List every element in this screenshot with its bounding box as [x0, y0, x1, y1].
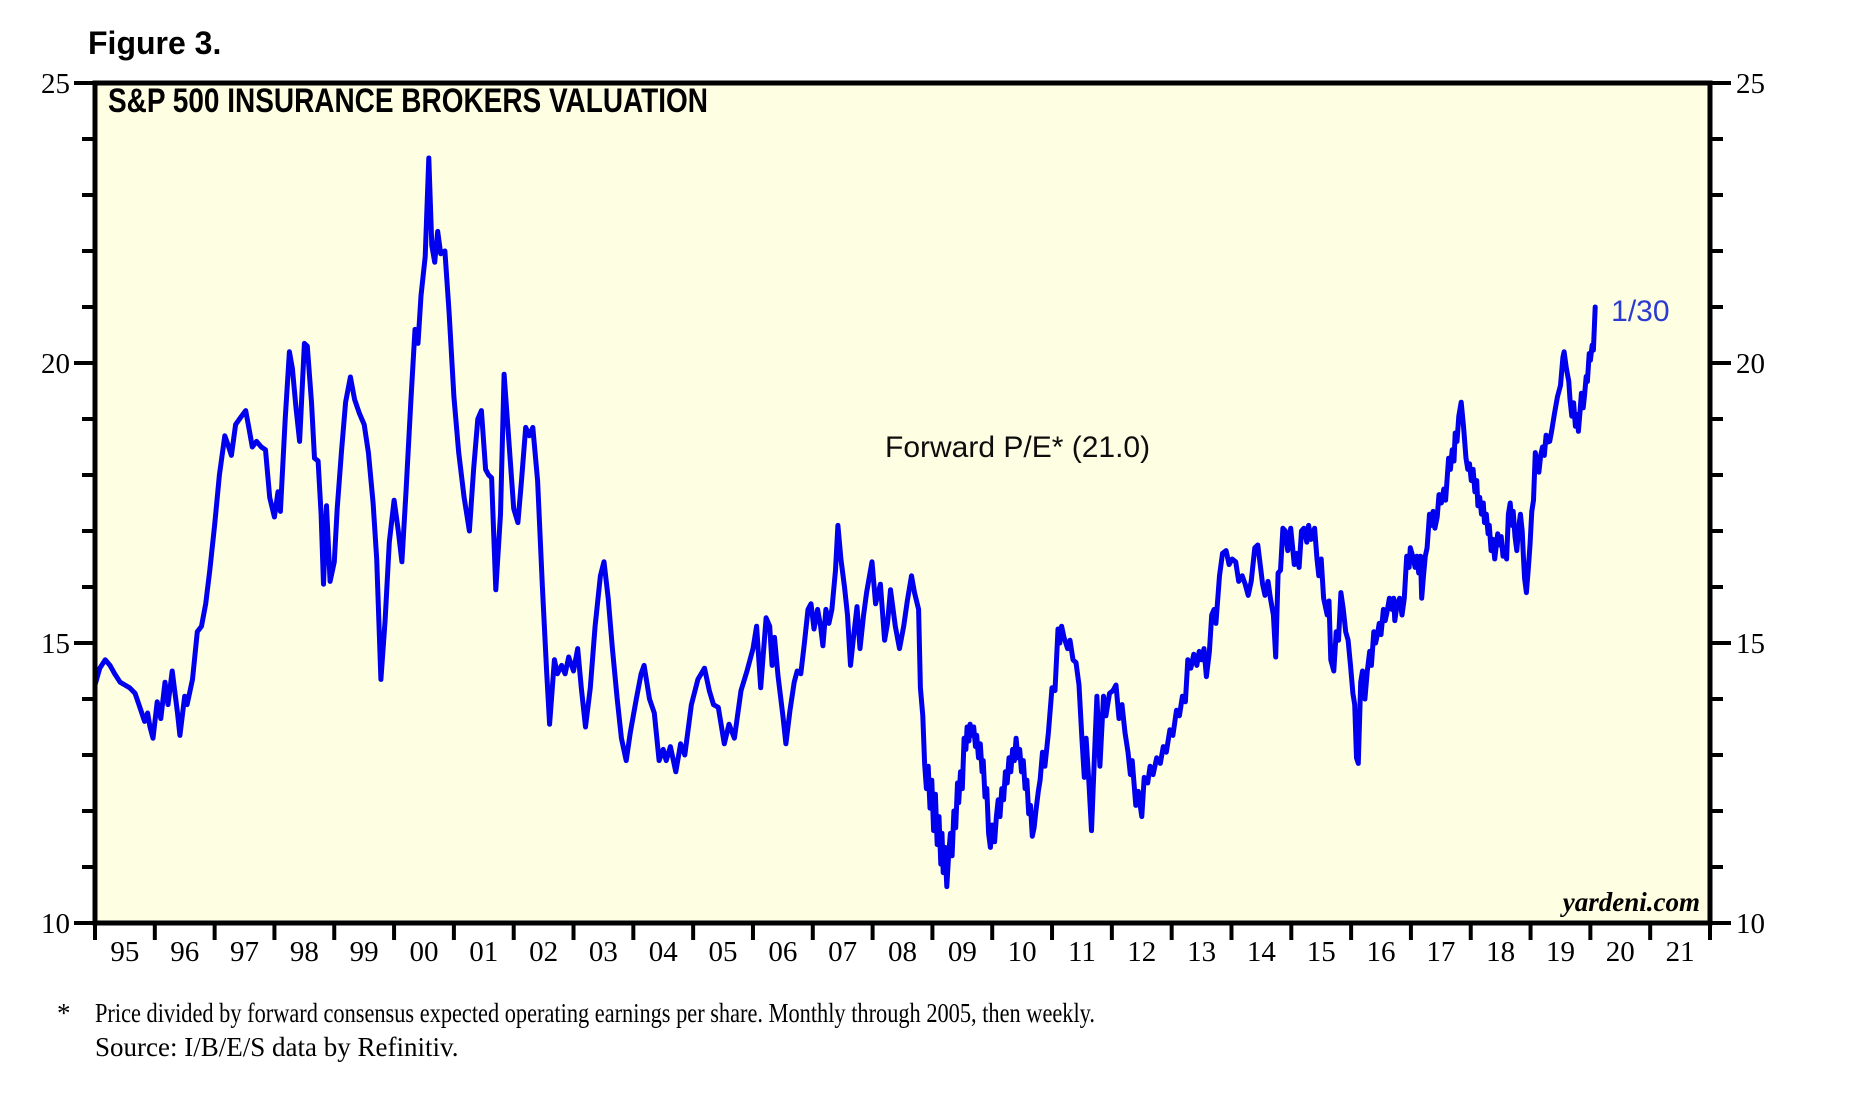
x-axis-label: 12 [1127, 936, 1156, 968]
y-axis-label-right: 20 [1736, 348, 1765, 380]
plot-border [92, 80, 1713, 926]
axis-labels: 10 10 15 15 20 20 25 25 95 96 97 98 99 00 01 02 03 04 05 06… [41, 68, 1765, 968]
y-axis-label-right: 25 [1736, 68, 1765, 100]
x-axis-label: 11 [1068, 936, 1096, 968]
x-axis-label: 17 [1426, 936, 1455, 968]
x-axis-label: 95 [110, 936, 139, 968]
x-axis-label: 00 [409, 936, 438, 968]
x-axis-label: 21 [1666, 936, 1695, 968]
x-axis-label: 99 [350, 936, 379, 968]
x-axis-label: 98 [290, 936, 319, 968]
x-axis-label: 20 [1606, 936, 1635, 968]
x-axis-label: 04 [649, 936, 679, 968]
y-axis-label-left: 20 [41, 348, 70, 380]
x-axis-label: 13 [1187, 936, 1216, 968]
x-axis-label: 01 [469, 936, 498, 968]
pe-line-layer [95, 155, 1598, 890]
x-axis-label: 08 [888, 936, 917, 968]
x-axis-label: 19 [1546, 936, 1575, 968]
x-axis-label: 16 [1367, 936, 1396, 968]
footnote-line1: Price divided by forward consensus expec… [95, 998, 1095, 1028]
x-axis-label: 15 [1307, 936, 1336, 968]
footnote-line2: Source: I/B/E/S data by Refinitiv. [95, 1032, 458, 1062]
x-axis-label: 03 [589, 936, 618, 968]
x-axis-label: 18 [1486, 936, 1515, 968]
x-axis-label: 96 [170, 936, 199, 968]
x-axis-label: 97 [230, 936, 259, 968]
y-axis-label-left: 25 [41, 68, 70, 100]
x-axis-label: 02 [529, 936, 558, 968]
x-axis-label: 07 [828, 936, 857, 968]
x-axis-label: 10 [1008, 936, 1037, 968]
y-axis-label-right: 10 [1736, 908, 1765, 940]
series-annotation: Forward P/E* (21.0) [885, 431, 1150, 464]
chart-title: S&P 500 INSURANCE BROKERS VALUATION [108, 82, 708, 120]
latest-point-label: 1/30 [1611, 295, 1669, 328]
x-axis-label: 14 [1247, 936, 1277, 968]
x-axis-label: 05 [709, 936, 738, 968]
figure-label: Figure 3. [88, 25, 221, 61]
x-axis-label: 06 [768, 936, 797, 968]
pe-line [95, 155, 1598, 890]
x-axis-label: 09 [948, 936, 977, 968]
footnote-marker: * [57, 998, 71, 1028]
watermark: yardeni.com [1560, 887, 1700, 917]
y-axis-label-right: 15 [1736, 628, 1765, 660]
y-axis-label-left: 10 [41, 908, 70, 940]
y-axis-label-left: 15 [41, 628, 70, 660]
